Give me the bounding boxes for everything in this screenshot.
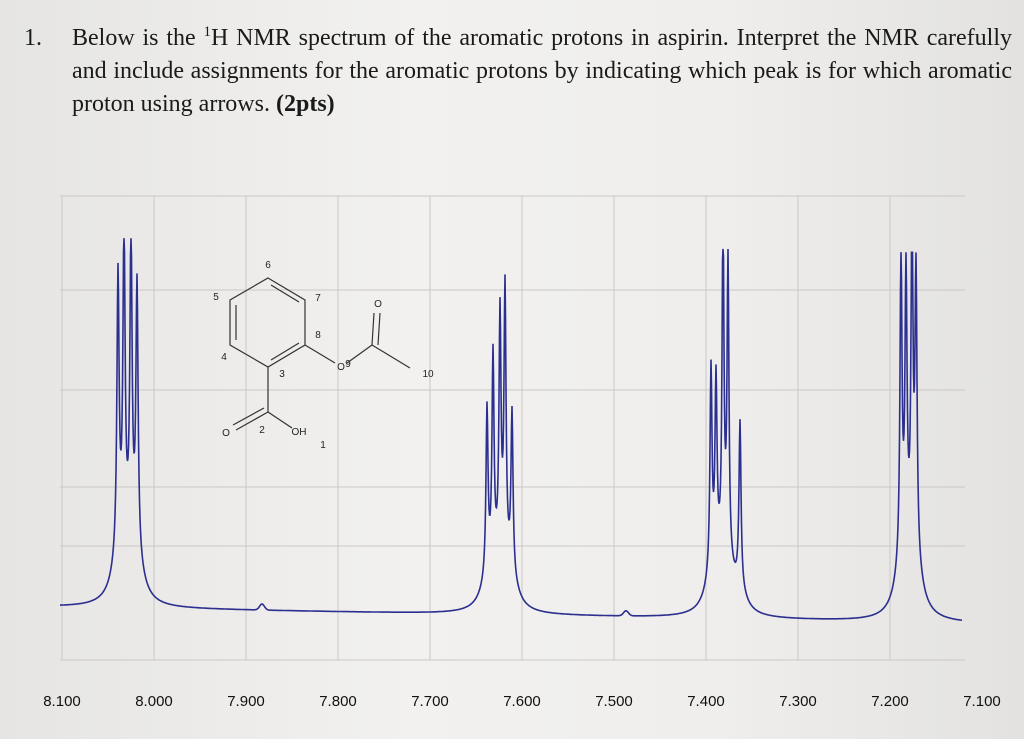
superscript: 1 [203, 24, 211, 40]
atom-label: 6 [265, 260, 271, 271]
atom-label: 3 [279, 369, 285, 380]
x-tick-label: 7.200 [871, 693, 909, 710]
x-tick-label: 7.100 [963, 693, 1001, 710]
atom-label: 2 [259, 425, 265, 436]
bond [235, 411, 269, 431]
aspirin-structure [229, 277, 411, 431]
text: Below is the [72, 25, 204, 51]
bond [304, 344, 336, 364]
atom-label: O [222, 428, 230, 439]
x-tick-label: 8.100 [43, 693, 81, 710]
atom-label: 9 [345, 359, 351, 370]
x-tick-label: 7.400 [687, 693, 725, 710]
x-tick-label: 7.600 [503, 693, 541, 710]
x-tick-label: 7.500 [595, 693, 633, 710]
atom-label: OH [292, 427, 307, 438]
atom-label: 4 [221, 352, 227, 363]
bond [377, 312, 381, 346]
bond [371, 344, 411, 369]
atom-label: O [337, 362, 345, 373]
x-tick-label: 8.000 [135, 693, 173, 710]
x-tick-label: 7.900 [227, 693, 265, 710]
benzene-ring [229, 277, 306, 368]
atom-label: 7 [315, 293, 321, 304]
question-text: Below is the 1H NMR spectrum of the arom… [72, 22, 1012, 121]
bond [232, 407, 265, 426]
text: H NMR spectrum of the aromatic protons i… [72, 25, 1012, 117]
grid [60, 195, 965, 661]
question-number: 1. [24, 25, 42, 51]
x-tick-label: 7.300 [779, 693, 817, 710]
x-tick-label: 7.800 [319, 693, 357, 710]
double-bond [270, 342, 300, 361]
bond [371, 312, 375, 346]
atom-label: 8 [315, 330, 321, 341]
bond [346, 344, 373, 364]
spectrum-trace [60, 238, 962, 621]
atom-label: 5 [213, 292, 219, 303]
atom-label: 10 [422, 369, 434, 380]
points: (2pts) [275, 91, 335, 117]
atom-label: 1 [320, 440, 326, 451]
double-bond [270, 284, 300, 303]
atom-label: O [374, 299, 382, 310]
x-tick-label: 7.700 [411, 693, 449, 710]
bond [267, 411, 293, 429]
